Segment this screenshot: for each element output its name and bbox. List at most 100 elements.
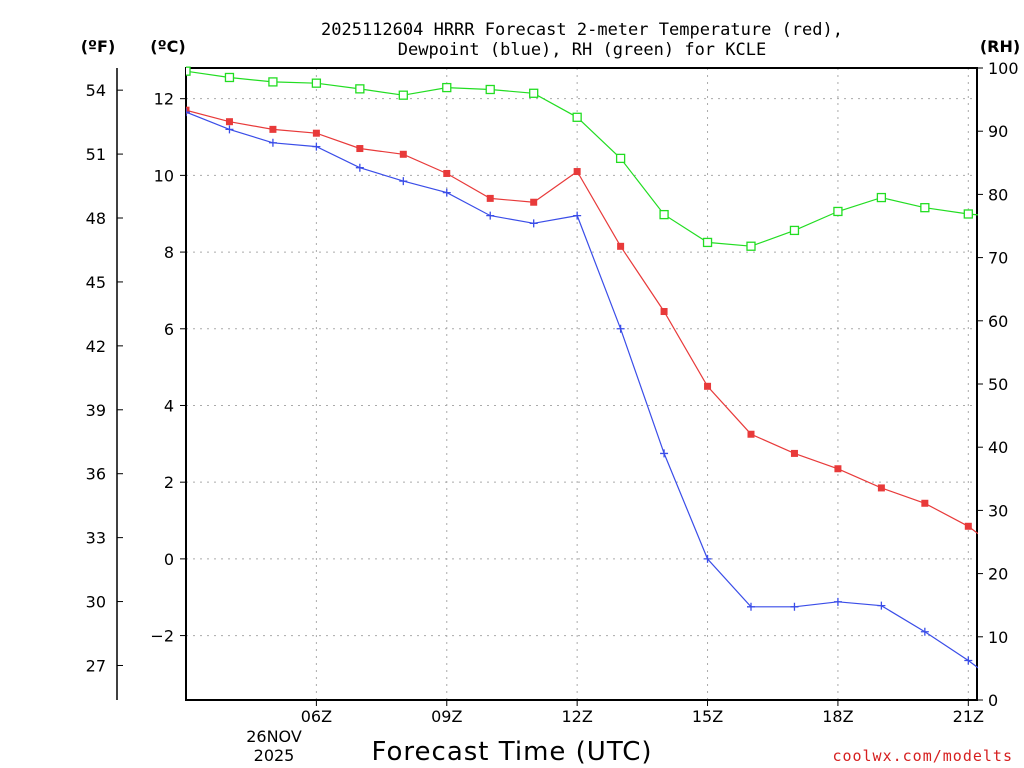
series-line-temperature [186,109,978,535]
celsius-tick-label: 6 [164,320,174,339]
temperature-point [704,382,712,390]
x-tick-label: 21Z [953,707,984,726]
rh-point [485,84,495,95]
rh-point [311,78,322,88]
temperature-point [660,308,668,316]
dewpoint-point [1008,689,1016,697]
fahrenheit-tick-label: 51 [86,145,106,164]
rh-tick-label: 90 [988,122,1008,141]
chart-title-line-2: Dewpoint (blue), RH (green) for KCLE [398,40,766,60]
dewpoint-point [616,324,625,333]
temperature-point [573,168,581,176]
celsius-tick-label: 4 [164,396,174,415]
x-tick-label: 06Z [301,707,332,726]
temperature-point [530,198,538,206]
rh-tick-label: 60 [988,312,1008,331]
temperature-point [617,242,625,250]
rh-point [615,153,626,164]
rh-point [268,77,278,87]
x-tick-label: 15Z [692,707,723,726]
fahrenheit-tick-label: 42 [86,337,106,356]
dewpoint-point [703,554,712,563]
rh-point [920,203,930,213]
rh-tick-label: 10 [988,628,1008,647]
fahrenheit-tick-label: 39 [86,401,106,420]
dewpoint-point [312,142,321,151]
x-tick-label: 18Z [822,707,853,726]
dewpoint-point [790,602,799,611]
rh-tick-label: 70 [988,249,1008,268]
dewpoint-point [529,219,538,228]
dewpoint-point [747,602,755,611]
rh-point [702,237,713,248]
temperature-point [834,465,842,473]
fahrenheit-tick-label: 36 [86,465,106,484]
celsius-tick-label: 8 [164,243,174,262]
temperature-point [964,522,972,530]
dewpoint-point [573,211,582,220]
date-label-year: 2025 [254,746,295,765]
rh-point [659,209,669,220]
temperature-point [877,484,885,492]
temperature-point [443,169,451,177]
x-tick-label: 09Z [431,707,462,726]
fahrenheit-unit-label: (ºF) [81,37,116,56]
temperature-point [186,106,190,114]
credit-label: coolwx.com/modelts [832,747,1013,765]
x-tick-label: 12Z [561,707,592,726]
plot-frame [185,67,978,701]
rh-point [442,82,452,93]
dewpoint-point [399,177,408,186]
series-rh [186,66,978,251]
rh-point [746,241,756,251]
rh-point [398,90,408,100]
rh-tick-label: 50 [988,375,1008,394]
temperature-point [790,449,798,457]
fahrenheit-tick-label: 48 [86,209,106,228]
dewpoint-point [355,163,364,172]
temperature-point [399,150,407,158]
dewpoint-point [877,601,886,610]
series-line-dewpoint [186,111,978,669]
dewpoint-point [268,138,277,147]
rh-tick-label: 0 [988,691,998,710]
celsius-tick-label: 10 [154,166,174,185]
x-axis-label: Forecast Time (UTC) [371,737,652,767]
dewpoint-point [920,627,929,636]
rh-point [186,66,191,76]
grid-lines [186,68,977,700]
rh-tick-label: 30 [988,501,1008,520]
celsius-tick-label: 12 [154,90,174,109]
celsius-tick-label: 2 [164,473,174,492]
series-dewpoint [186,108,1016,697]
rh-point [876,192,887,203]
rh-point [529,88,539,98]
rh-unit-label: (RH) [980,37,1020,56]
rh-tick-label: 40 [988,438,1008,457]
rh-tick-label: 100 [988,59,1019,78]
dewpoint-point [186,108,190,117]
temperature-point [225,118,233,126]
chart-title-line-1: 2025112604 HRRR Forecast 2-meter Tempera… [321,20,843,40]
dewpoint-point [833,597,842,606]
temperature-point [269,125,277,133]
dewpoint-point [964,656,973,665]
fahrenheit-tick-label: 54 [86,81,106,100]
temperature-point [747,430,755,438]
dewpoint-point [225,125,234,134]
dewpoint-point [442,188,451,197]
celsius-unit-label: (ºC) [150,37,185,56]
fahrenheit-tick-label: 33 [86,529,106,548]
temperature-point [1008,555,1015,562]
rh-point [833,206,843,217]
date-label-day: 26NOV [246,727,302,746]
dewpoint-point [486,211,495,220]
series-temperature [186,106,1015,562]
rh-point [355,84,365,94]
temperature-point [312,129,320,137]
temperature-point [486,194,494,202]
celsius-tick-label: −2 [150,627,174,646]
rh-point [572,112,582,122]
rh-tick-label: 20 [988,565,1008,584]
